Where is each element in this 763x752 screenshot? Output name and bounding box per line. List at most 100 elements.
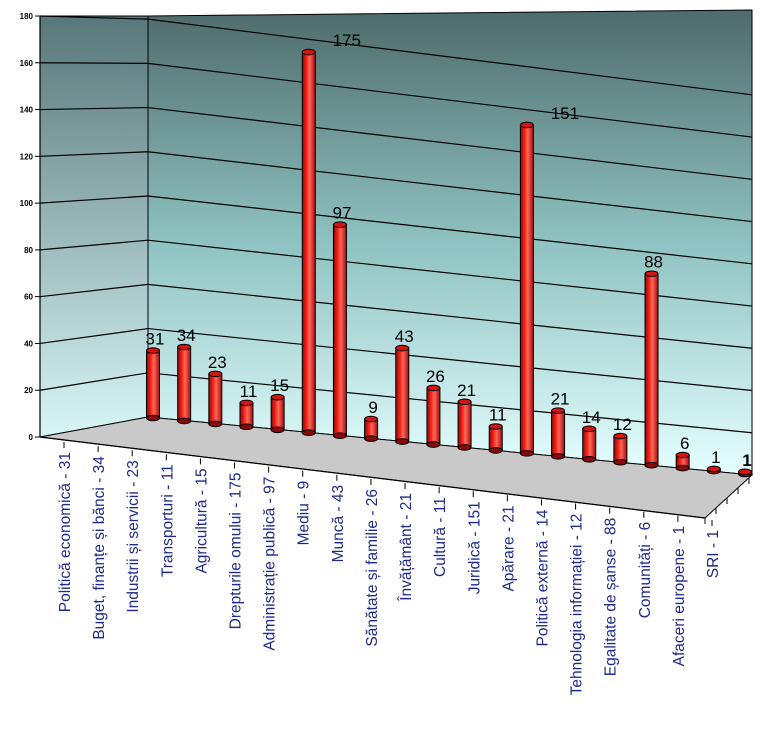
category-label: Juridică - 151	[466, 501, 483, 594]
bar-base	[146, 414, 160, 422]
bar-body	[519, 124, 534, 454]
bar	[738, 468, 752, 478]
value-label: 97	[332, 204, 351, 223]
value-label: 34	[177, 326, 196, 345]
bar-top	[239, 399, 254, 407]
bar-base	[644, 461, 659, 469]
category-label: Buget, finanțe și bănci - 34	[91, 456, 108, 640]
value-label: 12	[613, 415, 632, 434]
value-label: 151	[551, 104, 579, 123]
bar	[332, 221, 347, 439]
chart-walls	[39, 9, 753, 476]
category-label: SRI - 1	[705, 530, 722, 578]
y-axis: 0 20 40 60 80 100 120 140 160 180	[20, 12, 41, 442]
bar	[488, 423, 503, 454]
bar-base	[239, 423, 254, 431]
bar-base	[582, 455, 597, 463]
category-label: Cultură - 11	[432, 497, 449, 577]
category-label: Tehnologia informației - 12	[569, 514, 586, 696]
category-label: Transporturi - 11	[159, 464, 176, 577]
bar-base	[270, 426, 285, 434]
value-label: 23	[208, 353, 227, 372]
gridline	[39, 15, 753, 96]
y-tick-label: 60	[24, 293, 33, 302]
category-label: Egalitate de șanse - 88	[603, 518, 620, 677]
y-tick-label: 180	[20, 12, 34, 21]
bar-top	[519, 121, 534, 129]
gridline	[39, 283, 753, 349]
bar-body	[488, 425, 503, 451]
bar-top	[332, 221, 347, 228]
bar-base	[177, 417, 192, 425]
gridline	[39, 62, 753, 138]
bar-top	[395, 344, 410, 352]
category-label: Industrii și servicii - 23	[125, 460, 142, 612]
bar	[519, 121, 534, 457]
bar	[395, 344, 410, 445]
bar-body	[332, 224, 347, 437]
bar-body	[239, 402, 254, 428]
back-wall	[147, 9, 753, 476]
bar	[644, 270, 659, 469]
bar-base	[613, 458, 628, 466]
bar-base	[426, 441, 441, 448]
bar-top	[364, 415, 379, 423]
category-label: Mediu - 9	[296, 481, 313, 546]
y-tick-label: 80	[24, 246, 33, 255]
bar-body	[457, 401, 472, 448]
bar-body	[613, 435, 628, 463]
y-tick-label: 0	[29, 433, 34, 442]
value-label: 15	[270, 376, 289, 395]
bar-top	[208, 370, 223, 378]
bar-body	[644, 273, 659, 466]
value-label: 11	[489, 405, 507, 424]
gridline	[39, 239, 753, 307]
bar-body	[270, 396, 285, 431]
value-label: 21	[457, 381, 476, 400]
bar-top	[644, 270, 659, 278]
bar-top	[738, 468, 752, 476]
value-label: 31	[146, 330, 165, 349]
bars	[146, 48, 752, 478]
gridlines	[39, 15, 753, 434]
category-label: Drepturile omului - 175	[228, 473, 245, 630]
bar-body	[395, 347, 410, 443]
bar-body	[301, 51, 316, 434]
bar	[457, 398, 472, 451]
bar-body	[551, 410, 566, 457]
bar-top	[706, 465, 721, 473]
gridline	[39, 151, 753, 223]
chart-floor	[39, 416, 754, 526]
bar-body	[582, 428, 597, 460]
category-label: Politică externă - 14	[534, 509, 551, 646]
bar-top	[551, 407, 566, 414]
category-label: Muncă - 43	[330, 485, 347, 563]
bar	[146, 347, 160, 422]
bar-base	[301, 429, 316, 437]
bar-top	[457, 398, 472, 406]
value-label: 11	[240, 382, 258, 401]
bar-top	[270, 393, 285, 401]
category-label: Politică economică - 31	[57, 452, 74, 612]
bar-body	[146, 350, 160, 419]
bar-top	[488, 423, 503, 430]
bar-top	[582, 425, 597, 433]
bar	[551, 407, 566, 460]
category-label: Administrație publică - 97	[262, 477, 279, 651]
category-label: Apărare - 21	[500, 505, 517, 591]
value-label: 14	[582, 408, 601, 427]
y-tick-label: 40	[24, 339, 33, 348]
category-label: Învățământ - 21	[398, 493, 415, 602]
bar-base	[208, 420, 223, 428]
value-label: 26	[426, 367, 445, 386]
x-axis-line	[39, 436, 706, 519]
y-tick-label: 100	[20, 199, 34, 208]
bar-base	[551, 453, 566, 460]
value-label: 1	[742, 451, 751, 470]
value-label: 9	[368, 398, 377, 417]
bar-top	[426, 384, 441, 392]
bar-base	[457, 444, 472, 451]
category-label: Agricultură - 15	[193, 468, 210, 573]
gridline	[39, 327, 753, 392]
